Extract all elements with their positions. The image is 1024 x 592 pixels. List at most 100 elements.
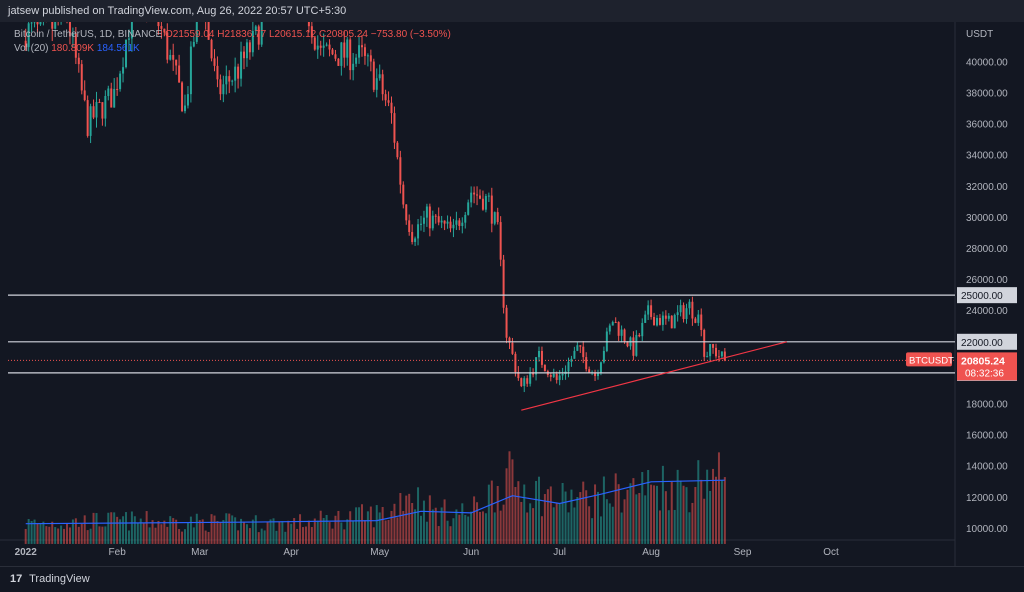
volume-bar	[434, 507, 437, 544]
candle-body	[679, 305, 682, 313]
candle-body	[228, 76, 231, 82]
candle-body	[644, 314, 647, 323]
volume-bar	[402, 510, 405, 544]
candle-body	[723, 351, 726, 361]
volume-bar	[361, 504, 363, 544]
candle-body	[125, 39, 127, 68]
volume-bar	[213, 515, 216, 544]
candle-body	[658, 317, 661, 325]
volume-bar	[470, 511, 473, 544]
candle-body	[428, 206, 431, 229]
candle-body	[175, 59, 178, 66]
candle-body	[184, 105, 186, 112]
candle-body	[210, 39, 213, 59]
candle-body	[213, 58, 216, 66]
volume-bar	[558, 504, 561, 544]
volume-bar	[540, 516, 543, 544]
candle-body	[80, 64, 83, 91]
volume-bar	[334, 515, 337, 544]
volume-bar	[216, 521, 219, 544]
volume-bar	[605, 499, 608, 544]
volume-bar	[679, 480, 682, 544]
volume-bar	[543, 494, 546, 544]
candle-body	[520, 378, 523, 387]
volume-bar	[487, 484, 490, 544]
candle-body	[434, 215, 437, 217]
footer-brand[interactable]: TradingView	[29, 573, 90, 585]
price-tick-label: 10000.00	[966, 524, 1008, 535]
candle-body	[355, 57, 358, 64]
volume-bar	[228, 513, 231, 544]
candle-body	[104, 95, 107, 119]
candle-body	[51, 22, 54, 29]
volume-bar	[709, 490, 712, 544]
legend-vol-label[interactable]: Vol (20)	[14, 43, 49, 54]
volume-bar	[86, 530, 89, 544]
volume-bar	[449, 526, 452, 544]
volume-bar	[125, 512, 127, 544]
volume-bar	[175, 519, 178, 544]
candle-body	[166, 32, 169, 60]
volume-bar	[30, 521, 33, 544]
volume-bar	[467, 516, 470, 544]
candle-body	[517, 372, 520, 379]
candle-body	[186, 94, 189, 106]
candle-body	[216, 65, 219, 80]
volume-bar	[532, 508, 535, 544]
volume-bar	[287, 520, 290, 544]
candle-body	[431, 215, 434, 229]
tradingview-logo-icon[interactable]: 17	[10, 573, 23, 585]
volume-bar	[160, 524, 163, 544]
candle-body	[481, 198, 484, 210]
volume-bars	[24, 451, 726, 544]
volume-bar	[110, 512, 113, 544]
candles	[24, 22, 726, 393]
candle-body	[358, 45, 361, 58]
price-tick-label: 12000.00	[966, 493, 1008, 504]
candle-body	[670, 315, 673, 329]
candle-body	[467, 202, 470, 215]
legend-vol-ma: 184.561K	[96, 43, 140, 54]
volume-bar	[461, 503, 464, 544]
candle-body	[340, 42, 343, 66]
volume-bar	[133, 516, 136, 544]
volume-bar	[272, 518, 275, 544]
candle-body	[523, 378, 526, 387]
volume-bar	[425, 521, 428, 544]
candle-body	[484, 196, 487, 210]
candle-body	[549, 375, 552, 377]
volume-bar	[355, 507, 358, 544]
volume-bar	[617, 484, 620, 544]
volume-bar	[546, 489, 549, 544]
candle-body	[163, 28, 166, 33]
volume-bar	[602, 476, 605, 544]
time-axis[interactable]: 2022 Feb Mar Apr May Jun Jul Aug Sep Oct	[15, 547, 839, 558]
volume-bar	[184, 529, 186, 544]
last-price-tag	[957, 352, 1017, 381]
volume-bar	[349, 511, 352, 544]
legend-symbol[interactable]: Bitcoin / TetherUS, 1D, BINANCE	[14, 29, 163, 40]
volume-bar	[408, 493, 411, 544]
volume-bar	[484, 513, 487, 544]
volume-bar	[582, 481, 585, 544]
volume-bar	[381, 506, 384, 544]
candle-body	[656, 317, 658, 326]
candle-body	[207, 22, 210, 40]
volume-bar	[80, 523, 83, 544]
volume-bar	[405, 495, 408, 544]
candle-body	[254, 26, 257, 31]
volume-bar	[328, 522, 331, 544]
candle-body	[219, 79, 222, 95]
volume-bar	[599, 516, 602, 544]
candle-body	[538, 350, 540, 358]
price-axis[interactable]: USDT 10000.00 12000.00 14000.00 16000.00 1800…	[966, 29, 1008, 535]
volume-bar	[219, 522, 222, 544]
volume-bar	[396, 517, 399, 544]
price-axis-currency: USDT	[966, 29, 993, 40]
time-tick-label: May	[370, 547, 389, 558]
candle-body	[408, 220, 411, 233]
volume-bar	[192, 527, 195, 544]
volume-bar	[169, 516, 172, 544]
